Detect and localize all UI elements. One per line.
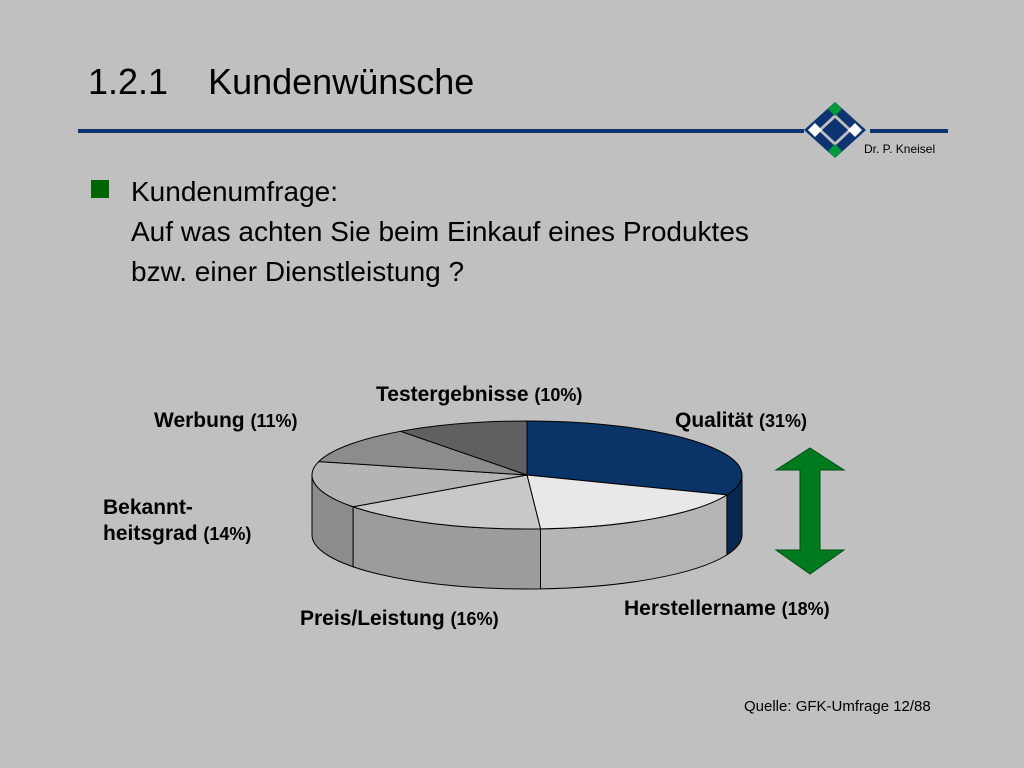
label-testergebnisse-pct: (10%) [534,385,583,405]
double-arrow-icon [774,447,846,575]
slide-title: 1.2.1 Kundenwünsche [88,61,475,102]
label-bekanntheitsgrad-line2-wrap: heitsgrad (14%) [103,521,251,547]
label-herstellername-name: Herstellername [624,597,776,620]
pie-slice-2 [351,474,542,530]
title-divider-left [78,129,804,133]
bullet-text: Kundenumfrage: Auf was achten Sie beim E… [131,172,749,292]
label-qualitaet: Qualität (31%) [675,408,807,434]
pie-slice-0 [526,420,743,496]
label-preis-leistung: Preis/Leistung (16%) [300,606,499,632]
bullet-line-2: Auf was achten Sie beim Einkauf eines Pr… [131,216,749,247]
pie-group [311,420,743,590]
title-divider-right [870,129,948,133]
source-note: Quelle: GFK-Umfrage 12/88 [744,698,931,715]
label-qualitaet-name: Qualität [675,409,754,432]
bullet-square-icon [91,180,109,198]
bullet-line-1: Kundenumfrage: [131,176,339,207]
label-preis-leistung-pct: (16%) [450,609,499,629]
diamond-logo-icon [804,102,866,158]
label-werbung: Werbung (11%) [154,408,297,434]
label-bekanntheitsgrad-line1: Bekannt- [103,496,193,519]
pie-slice-4 [317,430,528,476]
label-testergebnisse-name: Testergebnisse [376,383,529,406]
label-werbung-name: Werbung [154,409,245,432]
label-werbung-pct: (11%) [250,411,298,431]
label-preis-leistung-name: Preis/Leistung [300,607,445,630]
label-testergebnisse: Testergebnisse (10%) [376,382,582,408]
label-bekanntheitsgrad-line2: heitsgrad [103,522,198,545]
label-qualitaet-pct: (31%) [759,411,808,431]
pie-slice-5 [398,420,528,476]
label-herstellername: Herstellername (18%) [624,596,830,622]
label-bekanntheitsgrad-pct: (14%) [203,524,252,544]
label-bekanntheitsgrad: Bekannt- heitsgrad (14%) [103,495,251,547]
pie-slice-1 [526,474,729,530]
author-label: Dr. P. Kneisel [864,142,936,156]
label-herstellername-pct: (18%) [781,599,830,619]
bullet-line-3: bzw. einer Dienstleistung ? [131,256,465,287]
pie-slice-3 [311,461,528,508]
